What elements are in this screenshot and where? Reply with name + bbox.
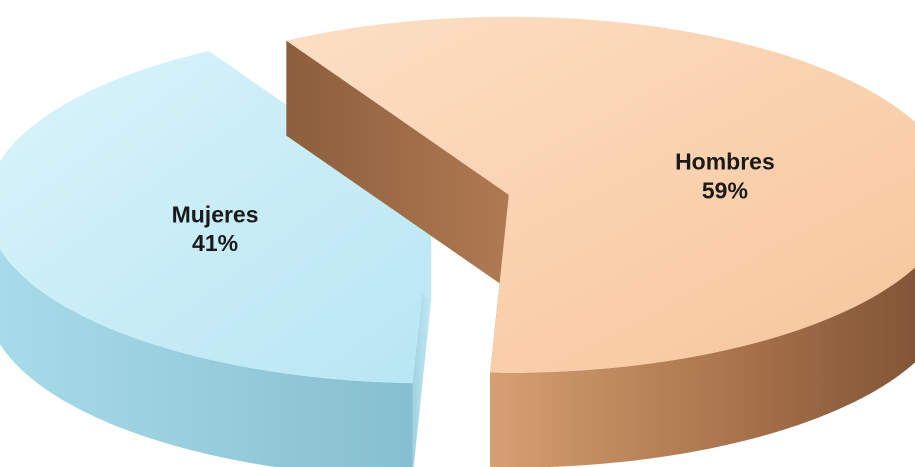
mujeres-label-value: 41% — [192, 230, 238, 256]
mujeres-label-name: Mujeres — [172, 201, 259, 227]
mujeres-slice-side — [0, 249, 413, 467]
mujeres-label: Mujeres 41% — [172, 201, 259, 256]
hombres-label-value: 59% — [702, 177, 748, 203]
hombres-slice-wall-1 — [286, 40, 509, 290]
hombres-label-name: Hombres — [675, 149, 775, 175]
hombres-label: Hombres 59% — [675, 149, 775, 204]
hombres-slice-side — [490, 267, 915, 467]
hombres-slice — [286, 16, 915, 373]
